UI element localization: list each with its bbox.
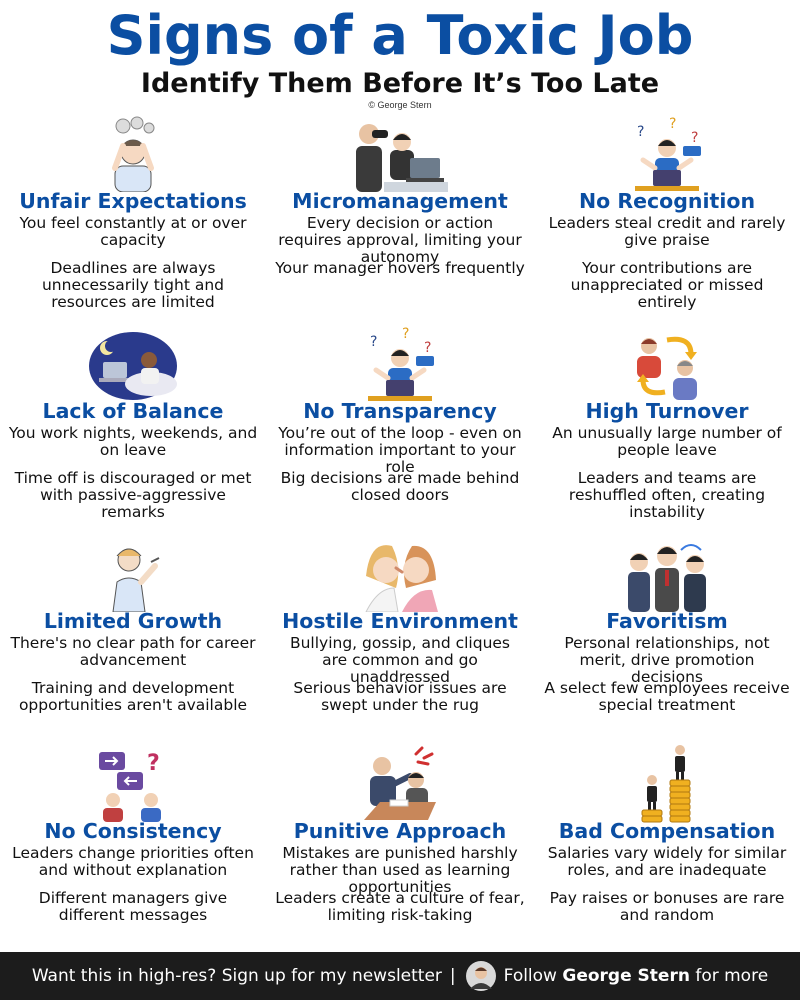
- card-no-recognition: ? ? ? No Recognition Leaders steal credi…: [534, 112, 800, 322]
- confused-worker-icon: ? ? ?: [267, 322, 533, 406]
- mixed-signals-icon: ?: [0, 742, 266, 826]
- card-title: Hostile Environment: [282, 609, 518, 633]
- card-title: Favoritism: [606, 609, 728, 633]
- card-point-2: Different managers give different messag…: [38, 889, 228, 924]
- signs-grid: Unfair Expectations You feel constantly …: [0, 112, 800, 952]
- copyright-note: © George Stern: [368, 100, 432, 110]
- card-no-transparency: ? ? ? No Transparency You’re out of the …: [267, 322, 533, 532]
- page-title: Signs of a Toxic Job: [106, 4, 694, 67]
- card-unfair-expectations: Unfair Expectations You feel constantly …: [0, 112, 266, 322]
- card-lack-of-balance: Lack of Balance You work nights, weekend…: [0, 322, 266, 532]
- manager-binoculars-icon: [267, 112, 533, 196]
- card-title: No Transparency: [303, 399, 497, 423]
- card-title: No Consistency: [44, 819, 222, 843]
- card-point-1: Bullying, gossip, and cliques are common…: [289, 634, 511, 686]
- card-point-2: Serious behavior issues are swept under …: [293, 679, 507, 714]
- card-title: Bad Compensation: [558, 819, 776, 843]
- follow-suffix: for more: [695, 966, 769, 986]
- card-point-2: Time off is discouraged or met with pass…: [14, 469, 252, 521]
- card-point-1: You work nights, weekends, and on leave: [8, 424, 258, 459]
- card-point-2: A select few employees receive special t…: [544, 679, 790, 714]
- card-title: Lack of Balance: [42, 399, 224, 423]
- card-title: Unfair Expectations: [19, 189, 247, 213]
- card-title: Micromanagement: [292, 189, 508, 213]
- card-point-2: Big decisions are made behind closed doo…: [280, 469, 520, 504]
- tired-person-icon: [0, 532, 266, 616]
- card-favoritism: Favoritism Personal relationships, not m…: [534, 532, 800, 742]
- footer-separator: |: [449, 966, 456, 986]
- card-bad-compensation: Bad Compensation Salaries vary widely fo…: [534, 742, 800, 952]
- author-name[interactable]: George Stern: [562, 966, 690, 986]
- card-point-2: Training and development opportunities a…: [18, 679, 248, 714]
- card-limited-growth: Limited Growth There's no clear path for…: [0, 532, 266, 742]
- page-subtitle: Identify Them Before It’s Too Late: [140, 68, 660, 99]
- card-point-2: Your manager hovers frequently: [275, 259, 525, 277]
- stressed-person-icon: [0, 112, 266, 196]
- follow-prefix: Follow: [503, 966, 557, 986]
- card-point-2: Leaders create a culture of fear, limiti…: [275, 889, 525, 924]
- night-work-icon: [0, 322, 266, 406]
- card-point-2: Leaders and teams are reshuffled often, …: [568, 469, 766, 521]
- svg-text:?: ?: [402, 326, 409, 342]
- gossip-icon: [267, 532, 533, 616]
- svg-text:?: ?: [669, 116, 676, 132]
- author-avatar: [465, 961, 496, 991]
- card-title: Limited Growth: [43, 609, 223, 633]
- business-group-icon: [534, 532, 800, 616]
- svg-text:?: ?: [424, 340, 431, 356]
- confused-worker-icon: ? ? ?: [534, 112, 800, 196]
- card-point-1: There's no clear path for career advance…: [10, 634, 256, 669]
- card-point-1: Personal relationships, not merit, drive…: [564, 634, 770, 686]
- card-hostile-environment: Hostile Environment Bullying, gossip, an…: [267, 532, 533, 742]
- svg-text:?: ?: [637, 124, 644, 140]
- angry-boss-icon: [267, 742, 533, 826]
- card-point-1: Leaders change priorities often and with…: [12, 844, 254, 879]
- card-point-1: Mistakes are punished harshly rather tha…: [282, 844, 518, 896]
- card-point-2: Your contributions are unappreciated or …: [570, 259, 764, 311]
- svg-text:?: ?: [691, 130, 698, 146]
- card-title: High Turnover: [585, 399, 749, 423]
- svg-text:?: ?: [370, 334, 377, 350]
- newsletter-cta[interactable]: Want this in high-res? Sign up for my ne…: [31, 966, 442, 986]
- card-point-2: Deadlines are always unnecessarily tight…: [41, 259, 224, 311]
- card-point-1: An unusually large number of people leav…: [552, 424, 782, 459]
- card-point-1: You feel constantly at or over capacity: [19, 214, 247, 249]
- coin-stacks-icon: [534, 742, 800, 826]
- card-point-2: Pay raises or bonuses are rare and rando…: [549, 889, 785, 924]
- card-micromanagement: Micromanagement Every decision or action…: [267, 112, 533, 322]
- card-title: Punitive Approach: [293, 819, 507, 843]
- footer-bar: Want this in high-res? Sign up for my ne…: [0, 952, 800, 1000]
- card-point-1: You’re out of the loop - even on informa…: [278, 424, 522, 476]
- card-punitive-approach: Punitive Approach Mistakes are punished …: [267, 742, 533, 952]
- card-high-turnover: High Turnover An unusually large number …: [534, 322, 800, 532]
- card-no-consistency: ? No Consistency Leaders change prioriti…: [0, 742, 266, 952]
- card-point-1: Salaries vary widely for similar roles, …: [547, 844, 787, 879]
- card-title: No Recognition: [578, 189, 756, 213]
- people-swap-icon: [534, 322, 800, 406]
- card-point-1: Every decision or action requires approv…: [278, 214, 522, 266]
- card-point-1: Leaders steal credit and rarely give pra…: [548, 214, 786, 249]
- svg-text:?: ?: [147, 751, 160, 776]
